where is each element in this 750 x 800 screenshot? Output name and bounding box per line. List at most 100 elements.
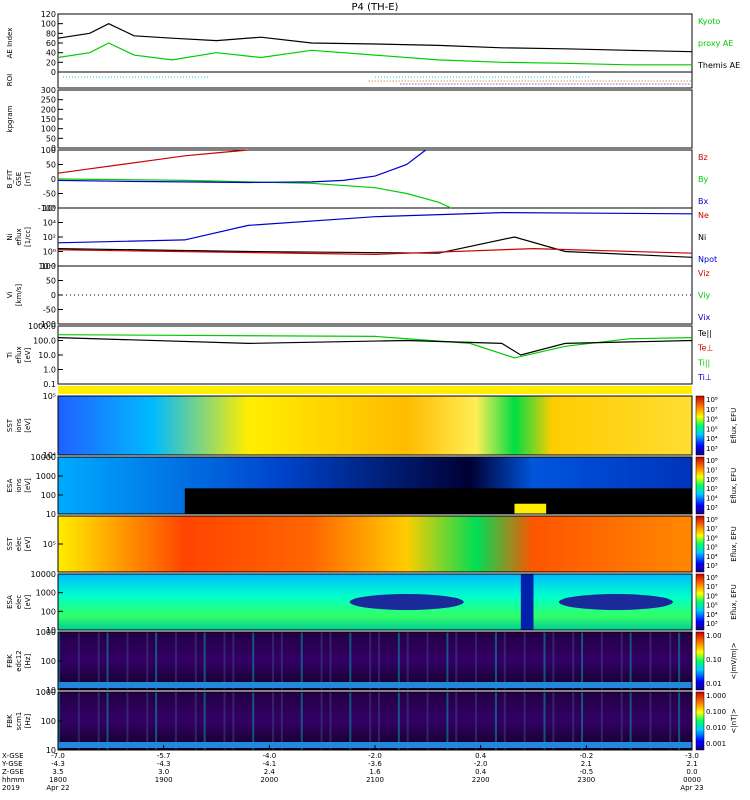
y-axis-label: Ni (6, 233, 14, 240)
fbk-stripe (475, 692, 478, 750)
fbk-stripe (203, 632, 206, 690)
fbk-stripe (426, 632, 429, 690)
panel-frame-1 (57, 71, 693, 89)
legend-label: proxy AE (698, 39, 733, 48)
colorbar (695, 691, 705, 751)
y-tick-label: 200 (41, 105, 56, 114)
y-tick-label: 10⁻² (38, 262, 56, 271)
y-tick-label: 10⁰ (43, 248, 56, 257)
y-axis-label: [eV] (24, 418, 32, 433)
y-axis-label: FBK (6, 654, 14, 668)
fbk-stripe (106, 692, 109, 750)
fbk-stripe (194, 692, 197, 750)
x-tick-label: 2300 (577, 776, 595, 784)
fbk-stripe (97, 692, 100, 750)
ni-ne-line (57, 247, 693, 256)
x-tick-label: 3.0 (158, 768, 169, 776)
esa-elec-lobe-left (349, 594, 464, 610)
fbk-stripe (475, 632, 478, 690)
ni-ni-line (57, 236, 693, 258)
colorbar-tick: 10⁶ (706, 534, 718, 542)
fbk-stripe (543, 632, 546, 690)
x-tick-label: 2100 (366, 776, 384, 784)
fbk-stripe (174, 632, 177, 690)
fbk-stripe (369, 692, 372, 750)
y-tick-label: 0 (51, 144, 56, 153)
fbk-stripe (106, 632, 109, 690)
x-tick-label: Apr 22 (46, 784, 69, 792)
y-tick-label: 250 (41, 96, 56, 105)
x-axis-row-label: Z-GSE (2, 768, 24, 776)
x-tick-label: -5.7 (157, 752, 171, 760)
y-tick-label: 1000.0 (28, 322, 56, 331)
y-tick-label: 0 (51, 68, 56, 77)
fbk-stripe (329, 692, 332, 750)
esa-elec-lobe-right (558, 594, 673, 610)
fbk-stripe (97, 632, 100, 690)
fbk-stripe (155, 632, 158, 690)
fbk-stripe (272, 632, 275, 690)
fbk-stripe (503, 692, 506, 750)
y-tick-label: 80 (46, 29, 56, 38)
y-tick-label: 100 (41, 146, 56, 155)
colorbar-tick: 10³ (706, 445, 718, 453)
y-tick-label: 1000 (36, 628, 56, 637)
legend-label: Bx (698, 197, 708, 206)
y-tick-label: 60 (46, 39, 56, 48)
panel-frame-2 (57, 89, 693, 149)
fbk-stripe (203, 692, 206, 750)
y-axis-label: Ti (6, 352, 14, 359)
y-tick-label: 0.1 (43, 380, 56, 389)
y-tick-label: 120 (41, 10, 56, 19)
legend-label: Kyoto (698, 17, 720, 26)
panel-frame-0 (57, 13, 693, 73)
y-tick-label: 50 (46, 161, 56, 170)
colorbar-tick: 10⁶ (706, 476, 718, 484)
fbk-stripe (223, 692, 226, 750)
y-axis-label: ROI (6, 74, 14, 86)
y-tick-label: 1000 (36, 688, 56, 697)
x-tick-label: -2.0 (474, 760, 488, 768)
flag-bar (58, 386, 692, 394)
legend-label: Bz (698, 153, 708, 162)
y-tick-label: 100 (41, 717, 56, 726)
y-axis-label: ions (15, 418, 23, 433)
fbk-stripe (426, 692, 429, 750)
colorbar-tick: 10⁷ (706, 583, 718, 591)
fbk-stripe (77, 692, 80, 750)
x-tick-label: -0.2 (579, 752, 593, 760)
colorbar-label: Eflux, EFU (730, 584, 738, 619)
fbk-stripe (300, 632, 303, 690)
y-tick-label: 20 (46, 58, 56, 67)
y-axis-label: Vi (6, 292, 14, 299)
colorbar-tick: 1.00 (706, 632, 722, 640)
colorbar (695, 631, 705, 691)
colorbar-tick: 0.010 (706, 724, 726, 732)
panel-frame-8 (57, 395, 693, 456)
colorbar-tick: 10⁸ (706, 574, 718, 582)
fbk-stripe (232, 632, 235, 690)
y-tick-label: 100 (41, 262, 56, 271)
x-tick-label: -4.3 (51, 760, 65, 768)
fbk-stripe (349, 692, 352, 750)
x-tick-label: 2.1 (686, 760, 697, 768)
fbk-stripe (320, 692, 323, 750)
colorbar (695, 456, 705, 515)
y-tick-label: 10 (46, 746, 56, 755)
spectrogram-10 (58, 516, 692, 572)
x-axis-row-label: 2019 (2, 784, 20, 792)
y-tick-label: 10000 (31, 570, 56, 579)
y-tick-label: -100 (38, 320, 56, 329)
fbk-stripe (494, 632, 497, 690)
colorbar-tick: 10⁶ (706, 416, 718, 424)
page-title: P4 (TH-E) (352, 2, 399, 13)
y-axis-label: kpgram (6, 105, 14, 132)
x-tick-label: Apr 23 (680, 784, 703, 792)
y-tick-label: 10⁴ (43, 451, 56, 460)
y-tick-label: 40 (46, 49, 56, 58)
fbk-stripe (272, 692, 275, 750)
y-tick-label: 100 (41, 20, 56, 29)
legend-label: Ti|| (697, 358, 710, 367)
fbk-stripe (446, 632, 449, 690)
